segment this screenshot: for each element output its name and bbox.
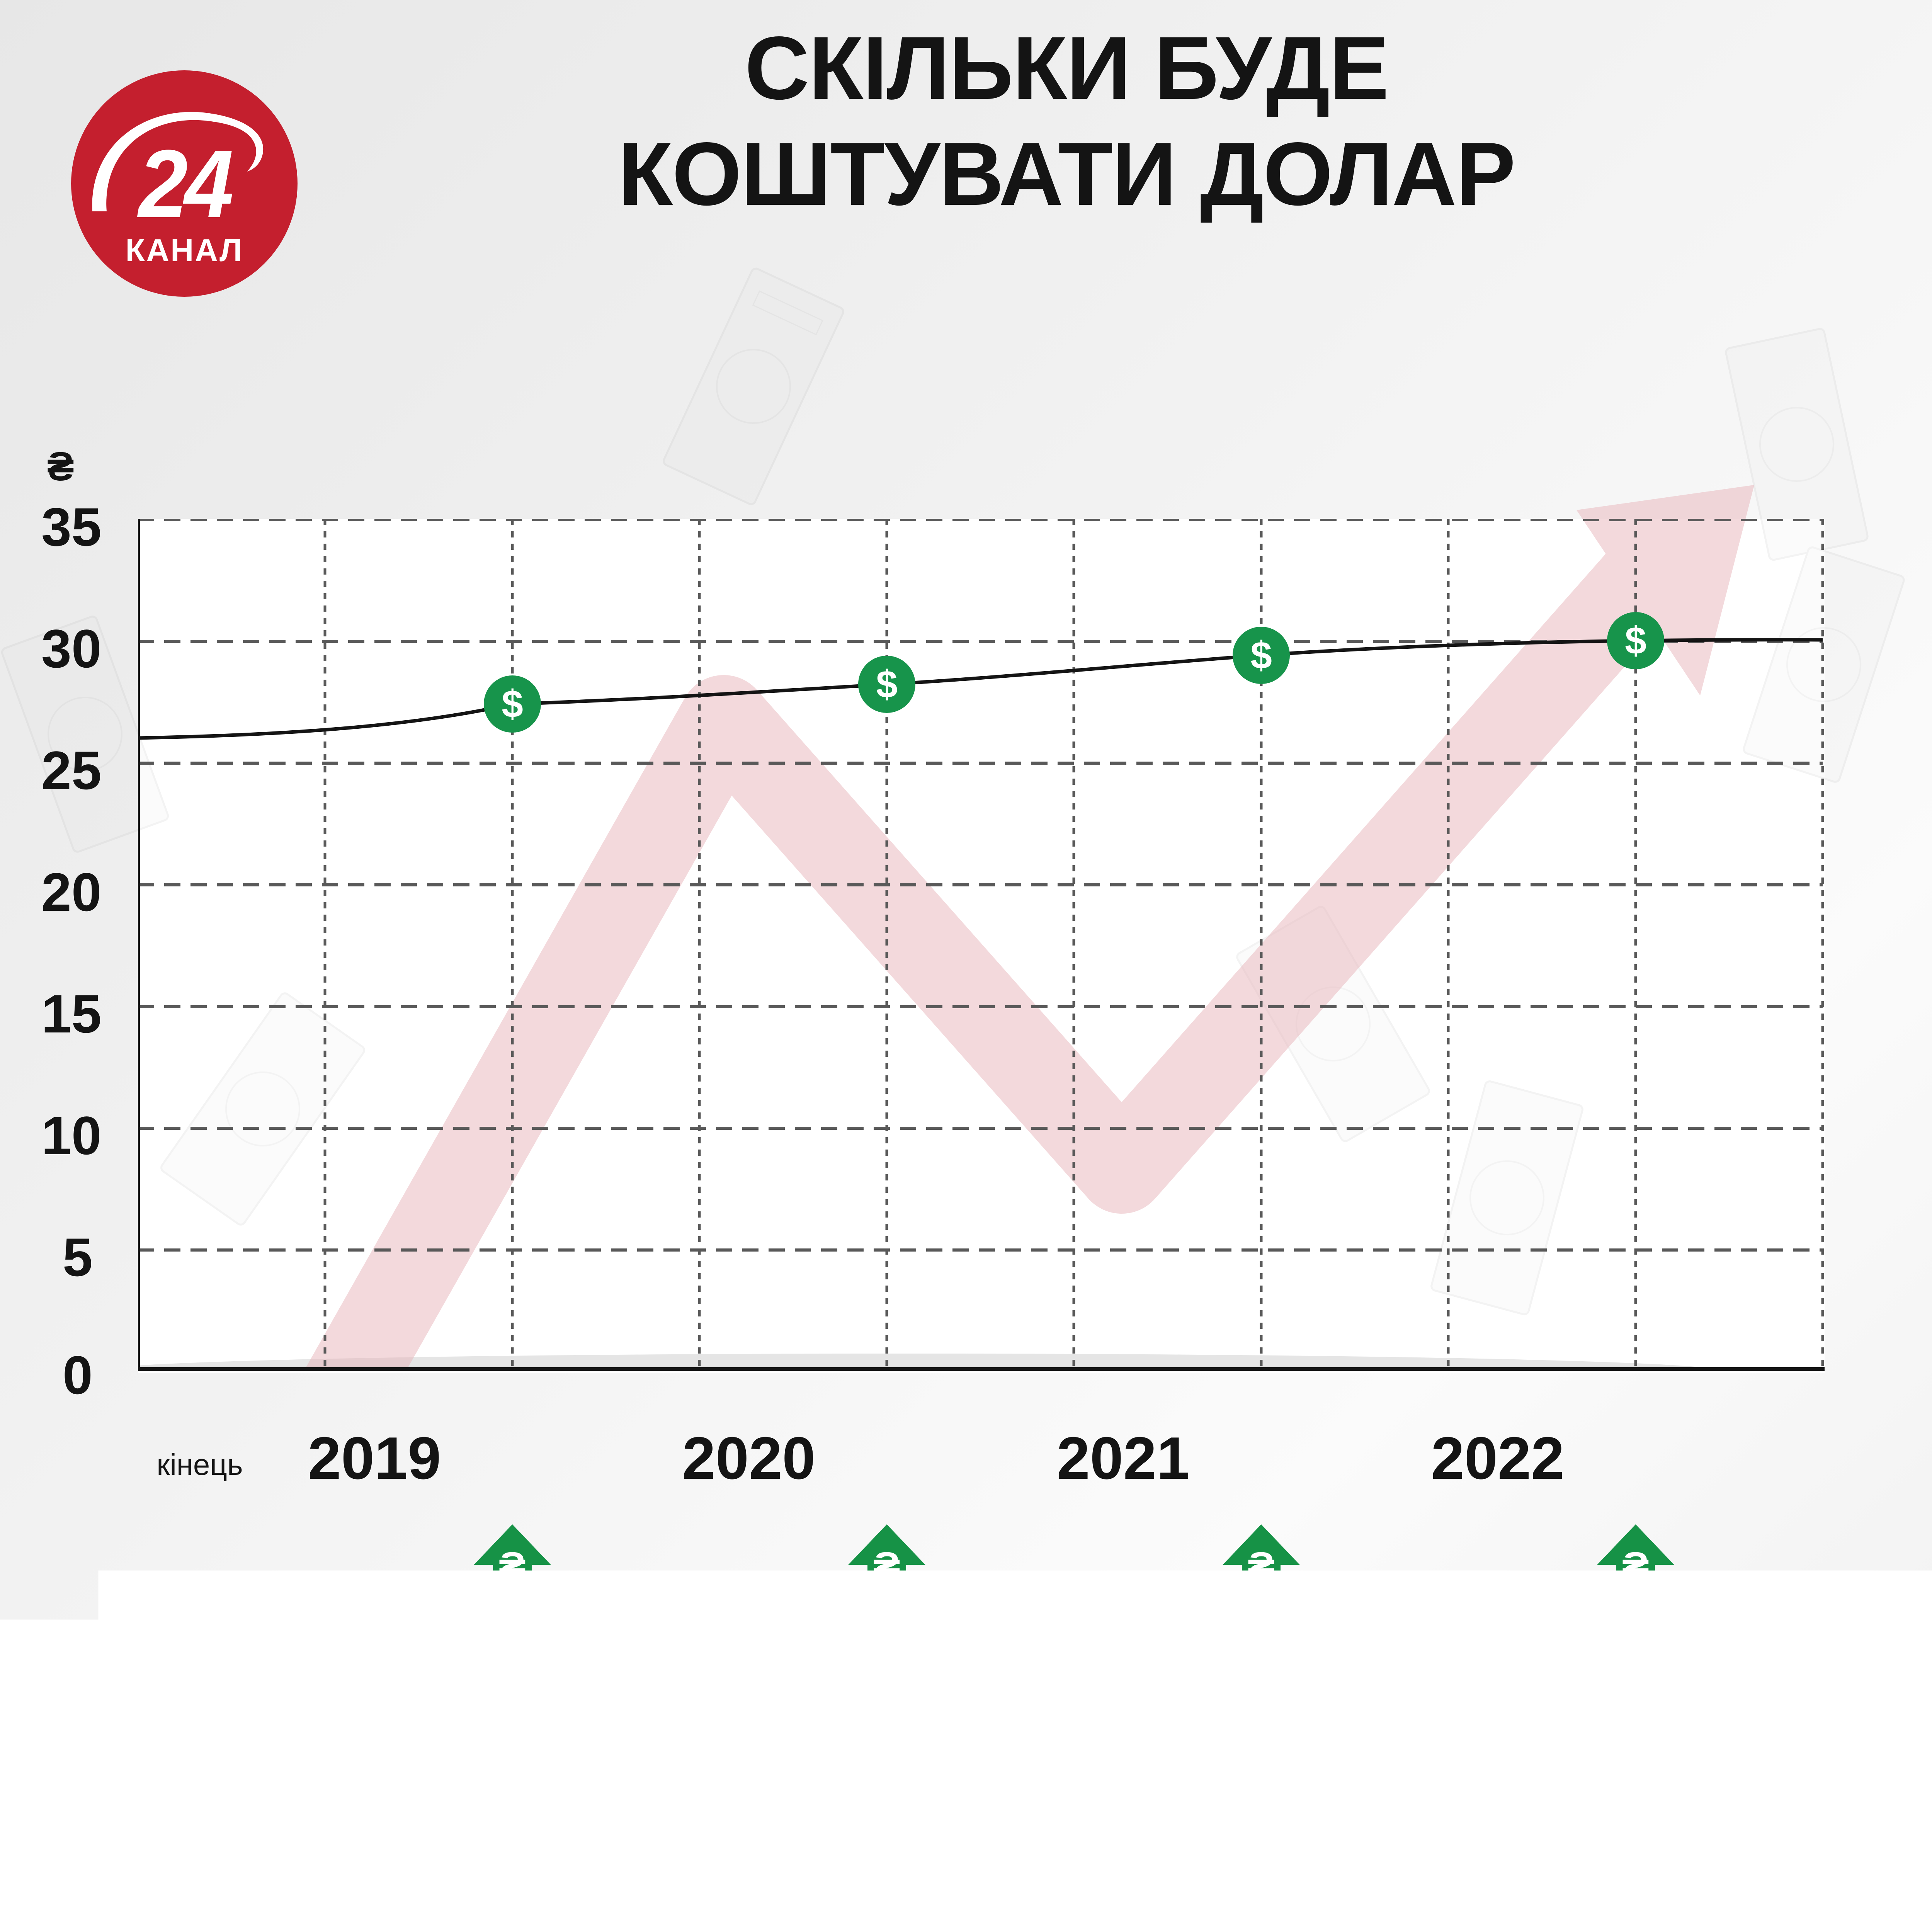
svg-text:₴: ₴ [1248,1544,1275,1589]
svg-text:₴: ₴ [499,1544,526,1589]
svg-text:₴: ₴ [1622,1544,1649,1589]
svg-text:₴: ₴ [873,1544,900,1589]
